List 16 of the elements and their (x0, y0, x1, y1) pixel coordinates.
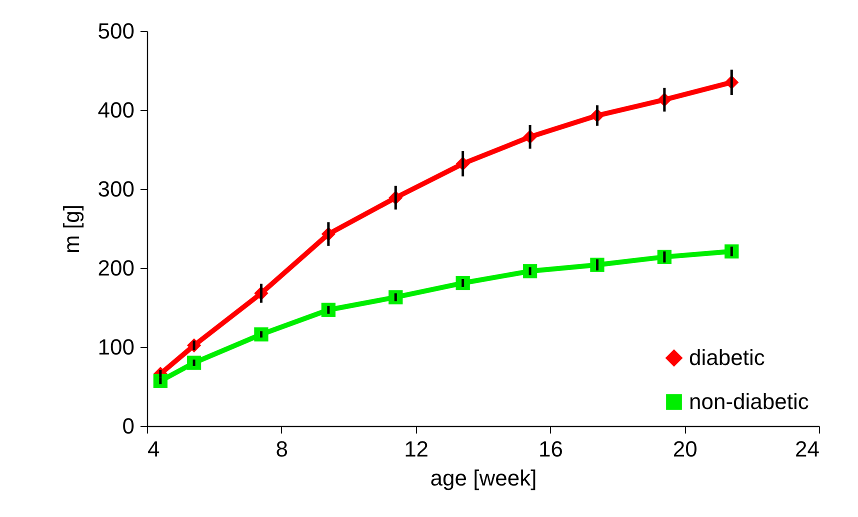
x-axis-title: age [week] (430, 466, 537, 490)
x-tick-label: 4 (148, 436, 160, 462)
x-tick-label: 16 (538, 436, 563, 462)
y-tick-label: 0 (122, 414, 134, 438)
x-tick-label: 24 (795, 436, 820, 462)
y-axis-title: m [g] (58, 204, 84, 254)
y-tick-label: 500 (98, 18, 134, 44)
x-tick-label: 20 (672, 436, 698, 462)
x-tick-label: 12 (404, 436, 429, 462)
y-tick-label: 300 (98, 176, 134, 202)
legend-label: diabetic (689, 345, 765, 370)
y-tick-label: 100 (98, 334, 134, 360)
y-tick-label: 200 (98, 256, 134, 280)
legend-label: non-diabetic (689, 389, 809, 414)
y-tick-label: 400 (98, 98, 134, 122)
x-tick-label: 8 (276, 436, 288, 462)
